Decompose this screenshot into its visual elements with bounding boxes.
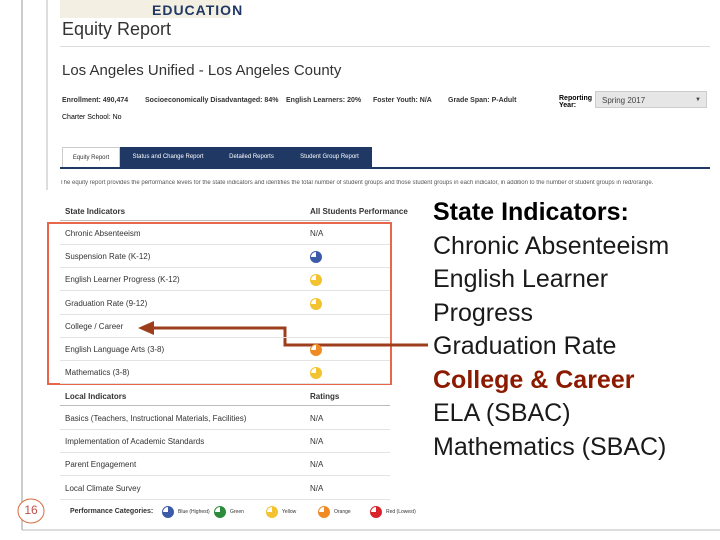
legend-item: Yellow: [282, 509, 297, 515]
callout-item: Progress: [433, 298, 534, 327]
info-item: Grade Span: P-Adult: [448, 97, 517, 104]
header-cell: Local Indicators: [65, 392, 127, 401]
indicator-value: N/A: [310, 483, 324, 493]
indicator-name: Mathematics (3-8): [65, 368, 130, 378]
icon-svg: [318, 506, 330, 518]
icon-svg: [266, 506, 278, 518]
legend-icon: [370, 505, 382, 518]
legend-label: Performance Categories:: [70, 508, 154, 515]
indicator-name: Graduation Rate (9-12): [65, 298, 148, 308]
indicator-name: Implementation of Academic Standards: [65, 437, 205, 447]
header-cell: State Indicators: [65, 207, 126, 216]
table-row: Local Climate Survey N/A: [60, 477, 390, 500]
table-row: Parent Engagement N/A: [60, 453, 390, 477]
icon-svg: [310, 344, 322, 356]
callout-item: Chronic Absenteeism: [433, 231, 670, 260]
indicator-name: Chronic Absenteeism: [65, 229, 141, 238]
charter: Charter School: No: [62, 114, 122, 121]
tab[interactable]: Equity Report: [62, 147, 120, 167]
icon-svg: [310, 367, 322, 380]
lea-name: Los Angeles Unified - Los Angeles County: [62, 62, 342, 79]
callout-item: Graduation Rate: [433, 332, 617, 360]
performance-icon: [310, 250, 322, 264]
tab[interactable]: Status and Change Report: [120, 147, 216, 167]
table-row: English Language Arts (3-8): [60, 338, 390, 361]
callout-item: ELA (SBAC): [433, 399, 571, 427]
legend-icon: [162, 505, 174, 518]
legend-icon: [214, 505, 226, 518]
icon-svg: [162, 506, 174, 518]
indicator-name: Parent Engagement: [65, 460, 137, 470]
info-item: Enrollment: 490,474: [62, 97, 129, 104]
callout: State Indicators: Chronic Absenteeism Engl…: [428, 196, 720, 466]
icon-svg: [310, 297, 322, 310]
slide-number: 16: [24, 503, 38, 517]
indicator-name: English Learner Progress (K-12): [65, 275, 180, 285]
info-item: Foster Youth: N/A: [373, 97, 432, 104]
table-header: Local Indicators Ratings: [60, 385, 390, 406]
callout-item: Mathematics (SBAC): [433, 432, 667, 461]
legend-icon: [266, 505, 278, 518]
indicator-value: N/A: [310, 414, 324, 423]
info-item: Socioeconomically Disadvantaged: 84%: [145, 97, 279, 104]
page-title: Equity Report: [62, 19, 172, 39]
table-row: Suspension Rate (K-12): [60, 245, 390, 269]
indicator-name: Basics (Teachers, Instructional Material…: [65, 414, 247, 423]
legend-item: Orange: [334, 509, 351, 515]
table-row: Chronic Absenteeism N/A: [60, 222, 390, 245]
tab[interactable]: Student Group Report: [287, 147, 372, 167]
legend-item: Blue (Highest): [178, 509, 210, 515]
performance-icon: [310, 366, 322, 380]
table-row: Graduation Rate (9-12): [60, 292, 390, 315]
callout-title: State Indicators:: [433, 198, 629, 226]
performance-icon: [310, 297, 322, 310]
reporting-dropdown[interactable]: Spring 2017 ▼: [595, 91, 707, 108]
table-row: English Learner Progress (K-12): [60, 268, 390, 292]
tab[interactable]: Detailed Reports: [216, 147, 287, 167]
indicator-value: N/A: [310, 437, 324, 447]
indicator-name: Suspension Rate (K-12): [65, 252, 151, 262]
table-header: State Indicators All Students Performance: [60, 200, 408, 221]
indicator-value: N/A: [310, 229, 324, 238]
callout-item: English Learner: [433, 265, 609, 293]
legend-item: Red (Lowest): [386, 509, 416, 515]
legend-item: Green: [230, 509, 244, 515]
logo-text: EDUCATION: [152, 2, 244, 18]
dropdown-arrow: ▼: [695, 97, 701, 103]
callout-item: College & Career: [433, 365, 635, 394]
table-row: Basics (Teachers, Instructional Material…: [60, 407, 390, 430]
icon-svg: [214, 506, 226, 518]
indicator-name: College / Career: [65, 321, 124, 331]
indicator-name: Local Climate Survey: [65, 483, 141, 493]
tab-rule: [60, 167, 710, 169]
reporting-value: Spring 2017: [602, 96, 646, 105]
indicator-value: N/A: [310, 460, 324, 470]
indicator-name: English Language Arts (3-8): [65, 345, 165, 354]
performance-icon: [310, 343, 322, 356]
description: The equity report provides the performan…: [60, 180, 654, 186]
reporting-label: Reporting Year:: [559, 95, 593, 109]
header-cell: All Students Performance: [310, 207, 408, 216]
icon-svg: [370, 506, 382, 518]
table-row: Implementation of Academic Standards N/A: [60, 430, 390, 454]
icon-svg: [310, 274, 322, 287]
table-row: Mathematics (3-8): [60, 361, 390, 385]
performance-icon: [310, 273, 322, 287]
divider: [60, 46, 710, 47]
table-row: College / Career: [60, 315, 390, 338]
info-item: English Learners: 20%: [286, 97, 362, 104]
icon-svg: [310, 251, 322, 264]
legend-icon: [318, 505, 330, 518]
header-cell: Ratings: [310, 392, 340, 401]
